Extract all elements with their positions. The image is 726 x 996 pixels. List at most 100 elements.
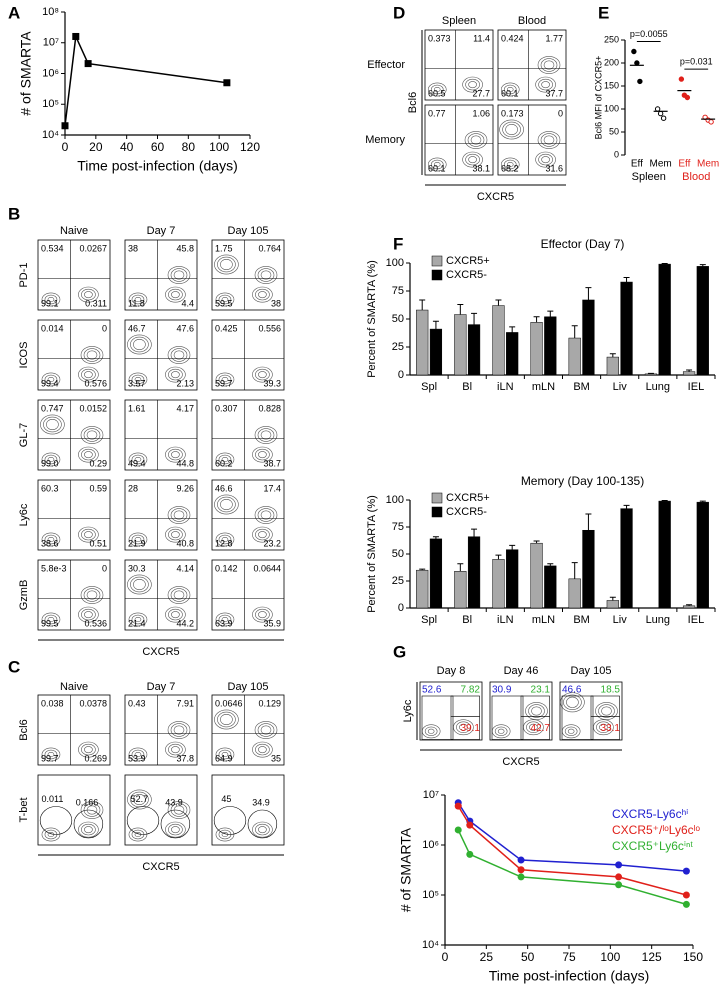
contour xyxy=(173,350,185,360)
y-tick-label: 150 xyxy=(604,80,619,90)
column-header: Day 105 xyxy=(228,681,269,693)
contour xyxy=(215,827,235,842)
contour xyxy=(47,296,55,302)
y-axis-label: Percent of SMARTA (%) xyxy=(366,495,378,613)
contour xyxy=(128,532,148,547)
gate-value: 0.764 xyxy=(258,243,281,253)
gate-value: 0.43 xyxy=(128,698,146,708)
contour xyxy=(593,719,614,736)
contour xyxy=(252,366,273,383)
gate-value: 4.17 xyxy=(176,403,194,413)
contour xyxy=(215,452,235,467)
plot-frame xyxy=(211,399,285,471)
contour xyxy=(130,336,149,353)
bar xyxy=(416,569,429,609)
contour xyxy=(167,506,191,524)
y-tick-label: 50 xyxy=(392,548,404,560)
error-bar xyxy=(661,263,668,265)
x-tick-label: BM xyxy=(573,381,590,393)
gate-value: 38.1 xyxy=(472,163,490,173)
contour xyxy=(131,294,145,305)
contour xyxy=(258,451,267,459)
gate-value: 21.9 xyxy=(128,538,146,548)
gate-oval xyxy=(39,806,73,835)
panel-letter: D xyxy=(393,3,405,22)
error-bar xyxy=(432,320,439,330)
dot xyxy=(657,110,664,117)
y-axis-label: # of SMARTA xyxy=(398,827,414,912)
contour xyxy=(167,586,191,604)
bar xyxy=(696,266,709,376)
contour xyxy=(83,803,101,817)
gate-value: 40.8 xyxy=(176,538,194,548)
contour xyxy=(257,723,275,737)
contour xyxy=(133,338,146,350)
marker xyxy=(84,60,92,68)
y-axis-label: Bcl6 MFI of CXCR5+ xyxy=(593,56,603,140)
contour xyxy=(254,721,278,739)
gate-value: 27.7 xyxy=(472,88,490,98)
plot-frame xyxy=(424,29,494,101)
x-tick-label: iLN xyxy=(497,381,514,393)
contour xyxy=(453,719,474,736)
x-axis-label: Time post-infection (days) xyxy=(77,158,238,174)
gate-value: 0.129 xyxy=(258,698,281,708)
contour xyxy=(41,612,61,627)
error-bar xyxy=(419,568,426,571)
bar xyxy=(467,536,481,609)
contour xyxy=(128,612,148,627)
contour xyxy=(255,823,270,836)
row-label: Bcl6 xyxy=(18,719,30,740)
gate-value: 59.7 xyxy=(215,378,233,388)
bar xyxy=(582,299,595,376)
bar xyxy=(544,316,557,376)
flow-plot: 46.7 47.6 3.57 2.13 xyxy=(124,319,198,391)
contour xyxy=(83,348,101,362)
flow-plot: 5.8e-3 0 99.5 0.536 xyxy=(37,559,111,631)
gate-value: 0.173 xyxy=(501,108,524,118)
contour xyxy=(433,87,441,93)
contour xyxy=(168,288,183,301)
x-tick-label: IEL xyxy=(688,614,705,626)
contour xyxy=(170,348,188,362)
contour xyxy=(173,725,185,735)
gate-value: 0.534 xyxy=(41,243,64,253)
contour xyxy=(165,526,186,543)
gate-value: 1.06 xyxy=(472,108,490,118)
gate-value: 38.6 xyxy=(41,538,59,548)
contour xyxy=(86,430,98,440)
contour xyxy=(433,162,441,168)
flow-plot: 30.9 23.1 42.7 xyxy=(489,681,553,741)
y-axis-label: Ly6c xyxy=(402,699,414,722)
y-tick-label: 250 xyxy=(604,34,619,44)
error-bar xyxy=(495,299,502,306)
dot xyxy=(660,115,667,121)
contour xyxy=(47,536,55,542)
category-label: Eff xyxy=(678,159,690,170)
contour xyxy=(252,606,273,623)
column-header: Spleen xyxy=(442,15,476,27)
y-tick-label: 10⁴ xyxy=(422,939,439,951)
y-axis-label: Percent of SMARTA (%) xyxy=(366,260,378,378)
contour xyxy=(535,76,556,93)
contour xyxy=(81,823,96,836)
flow-plot: 0.424 1.77 60.1 37.7 xyxy=(497,29,567,101)
error-bar xyxy=(495,554,502,560)
contour xyxy=(506,162,514,168)
contour xyxy=(218,454,232,465)
contour xyxy=(214,709,239,730)
y-tick-label: 75 xyxy=(392,521,404,533)
x-tick-label: 0 xyxy=(62,140,69,154)
legend-entry: CXCR5+ xyxy=(446,255,490,267)
contour xyxy=(528,704,545,718)
row-label: PD-1 xyxy=(18,262,30,287)
gate-value: 59.5 xyxy=(215,298,233,308)
contour xyxy=(134,456,142,462)
contour xyxy=(217,256,236,273)
bar xyxy=(530,542,543,609)
contour xyxy=(167,801,191,819)
row-label: GL-7 xyxy=(18,423,30,447)
gate-value: 0.307 xyxy=(215,403,238,413)
legend-entry: CXCR5-Ly6cʰⁱ xyxy=(612,807,688,821)
